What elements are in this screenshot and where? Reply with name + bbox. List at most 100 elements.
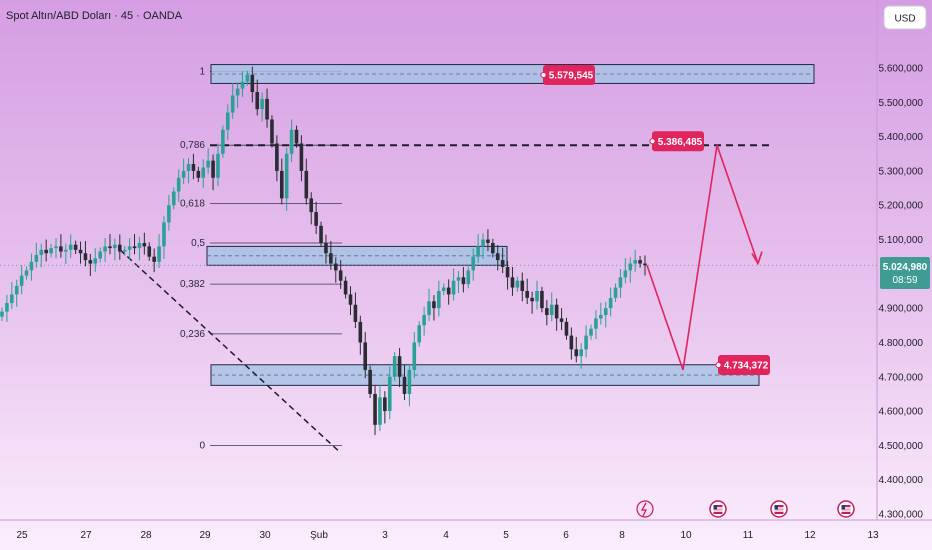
candle-body <box>353 304 358 322</box>
candle-body <box>427 301 431 316</box>
candle-body <box>638 260 642 264</box>
economic-event-flag-icon[interactable] <box>837 500 855 518</box>
candle-body <box>118 244 122 252</box>
time-tick-label: 30 <box>259 530 271 541</box>
current-price-value: 5.024,980 <box>883 262 928 273</box>
price-axis[interactable]: 5.600,000 5.500,000 5.400,000 5.300,000 5.20… <box>879 64 924 521</box>
price-tick-label: 4.400,000 <box>879 475 924 486</box>
time-axis[interactable]: 25 27 28 29 30 Şub 3 4 5 6 8 10 11 12 13 <box>16 530 879 541</box>
candle-body <box>348 294 353 305</box>
candle-body <box>171 191 176 206</box>
candle-body <box>535 291 539 302</box>
candle-body <box>628 263 633 271</box>
candle-body <box>437 291 441 309</box>
candle-body <box>515 280 520 288</box>
candle-body <box>461 277 466 285</box>
candle-body <box>363 342 368 370</box>
price-tag: 4.734,372 <box>715 354 770 375</box>
candle-body <box>378 397 382 425</box>
candle-body <box>545 308 549 316</box>
price-tick-label: 4.800,000 <box>879 338 924 349</box>
candle-body <box>486 239 490 243</box>
time-tick-label: 5 <box>503 530 509 541</box>
candle-body <box>142 242 147 247</box>
candle-body <box>476 246 480 257</box>
fib-level-label: 1 <box>199 66 205 77</box>
candle-body <box>260 98 264 110</box>
candle-body <box>245 74 250 82</box>
candle-body <box>564 321 569 336</box>
candle-body <box>98 251 102 259</box>
price-tick-label: 5.400,000 <box>879 132 924 143</box>
time-tick-label: 6 <box>563 530 569 541</box>
candle-body <box>29 261 34 271</box>
candle-body <box>108 246 112 249</box>
event-markers[interactable] <box>636 500 855 518</box>
candle-body <box>491 242 495 254</box>
candle-body <box>44 249 48 254</box>
candle-body <box>299 143 304 171</box>
candle-body <box>456 277 461 281</box>
candle-body <box>319 225 323 243</box>
candle-body <box>559 318 564 322</box>
time-tick-label: Şub <box>310 530 328 541</box>
projection-path[interactable] <box>646 144 763 371</box>
time-tick-label: 8 <box>619 530 625 541</box>
time-tick-label: 3 <box>382 530 388 541</box>
candle-body <box>392 356 397 377</box>
candle-body <box>14 285 19 295</box>
currency-button[interactable]: USD <box>883 5 927 30</box>
candle-body <box>451 280 456 295</box>
time-tick-label: 27 <box>80 530 92 541</box>
time-tick-label: 29 <box>199 530 211 541</box>
candle-body <box>201 167 206 178</box>
trend-lines[interactable] <box>0 144 877 453</box>
candle-body <box>284 153 289 199</box>
fib-level-label: 0,618 <box>180 199 205 210</box>
flash-event-icon[interactable] <box>636 500 654 518</box>
price-tag-label: 4.734,372 <box>724 360 769 371</box>
candle-body <box>589 328 593 336</box>
current-price-tag: 5.024,980 08:59 <box>880 257 930 289</box>
candle-body <box>599 315 603 319</box>
time-tick-label: 10 <box>680 530 692 541</box>
fib-level-label: 0,382 <box>180 279 205 290</box>
candle-body <box>34 254 39 262</box>
projection-line[interactable] <box>646 144 759 371</box>
support-resistance-zones[interactable] <box>206 64 815 386</box>
candle-body <box>432 301 436 309</box>
fib-level-label: 0,236 <box>180 329 205 340</box>
candle-body <box>162 222 166 247</box>
candle-body <box>324 242 328 254</box>
price-tick-label: 5.100,000 <box>879 235 924 246</box>
economic-event-flag-icon[interactable] <box>709 500 727 518</box>
price-tag-label: 5.579,545 <box>549 71 594 82</box>
candle-body <box>279 170 284 199</box>
candle-body <box>64 249 68 252</box>
economic-event-flag-icon[interactable] <box>770 500 788 518</box>
candle-body <box>608 297 613 309</box>
candle-body <box>73 244 78 250</box>
candle-body <box>255 92 260 110</box>
time-tick-label: 12 <box>804 530 816 541</box>
candle-body <box>574 349 579 357</box>
candle-body <box>417 325 422 343</box>
candle-body <box>618 277 623 288</box>
candle-body <box>495 253 500 261</box>
candle-body <box>525 291 529 298</box>
candle-body <box>181 170 186 178</box>
candle-body <box>569 335 574 350</box>
candle-body <box>206 160 210 168</box>
candle-body <box>343 280 348 295</box>
fib-level-label: 0,5 <box>191 238 205 249</box>
candle-body <box>471 256 476 271</box>
candle-body <box>39 249 44 255</box>
candle-body <box>137 242 142 249</box>
candle-body <box>265 98 269 120</box>
candle-body <box>216 153 220 178</box>
candle-body <box>603 308 608 316</box>
candle-body <box>221 129 225 154</box>
candle-body <box>422 315 426 326</box>
